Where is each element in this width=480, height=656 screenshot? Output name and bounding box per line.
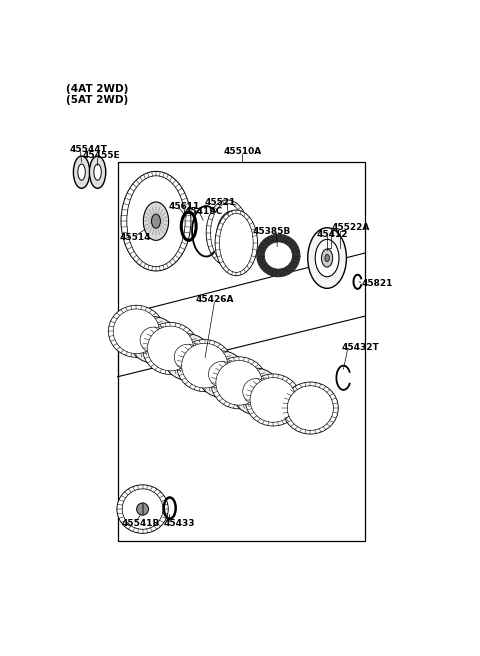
Ellipse shape	[282, 382, 338, 434]
Ellipse shape	[121, 171, 191, 271]
Ellipse shape	[129, 317, 178, 363]
Text: 45541B: 45541B	[121, 519, 160, 527]
Ellipse shape	[315, 239, 339, 277]
Ellipse shape	[216, 211, 248, 264]
Ellipse shape	[322, 249, 333, 267]
Bar	[118, 162, 365, 541]
Ellipse shape	[223, 223, 240, 253]
Ellipse shape	[308, 228, 347, 289]
Ellipse shape	[250, 378, 296, 422]
Ellipse shape	[257, 234, 300, 277]
Ellipse shape	[137, 503, 148, 515]
Ellipse shape	[211, 357, 267, 409]
Ellipse shape	[108, 305, 164, 358]
Ellipse shape	[113, 309, 159, 354]
Ellipse shape	[232, 368, 280, 415]
Ellipse shape	[73, 156, 90, 188]
Text: 45821: 45821	[361, 279, 393, 288]
Ellipse shape	[243, 379, 269, 404]
Text: (4AT 2WD): (4AT 2WD)	[66, 84, 128, 94]
Text: 45432T: 45432T	[341, 343, 379, 352]
Ellipse shape	[215, 210, 258, 276]
Text: 45455E: 45455E	[83, 151, 120, 160]
Ellipse shape	[288, 386, 334, 430]
Text: 45433: 45433	[163, 519, 195, 527]
Text: 45522A: 45522A	[332, 223, 370, 232]
Text: 45544T: 45544T	[69, 145, 107, 154]
Ellipse shape	[89, 156, 106, 188]
Ellipse shape	[177, 340, 233, 392]
Ellipse shape	[152, 214, 160, 228]
Ellipse shape	[147, 326, 193, 371]
Ellipse shape	[216, 361, 262, 405]
Ellipse shape	[245, 374, 301, 426]
Ellipse shape	[144, 202, 168, 240]
Ellipse shape	[208, 361, 235, 387]
Text: 45426A: 45426A	[195, 295, 234, 304]
Ellipse shape	[78, 164, 85, 180]
Ellipse shape	[264, 242, 292, 269]
Ellipse shape	[117, 485, 168, 533]
Ellipse shape	[198, 351, 246, 398]
Ellipse shape	[140, 327, 167, 353]
Text: (5AT 2WD): (5AT 2WD)	[66, 95, 128, 105]
Text: 45412: 45412	[317, 230, 348, 239]
Ellipse shape	[325, 255, 329, 262]
Ellipse shape	[219, 213, 253, 272]
Ellipse shape	[181, 343, 228, 388]
Text: 45385B: 45385B	[252, 227, 290, 236]
Text: 45611: 45611	[168, 201, 200, 211]
Ellipse shape	[211, 203, 244, 262]
Ellipse shape	[174, 344, 201, 370]
Text: 45419C: 45419C	[185, 207, 223, 216]
Text: 45521: 45521	[204, 199, 236, 207]
Ellipse shape	[122, 489, 163, 529]
Text: 45510A: 45510A	[223, 148, 262, 157]
Ellipse shape	[143, 323, 198, 375]
Ellipse shape	[127, 176, 185, 266]
Ellipse shape	[94, 164, 101, 180]
Text: 45514: 45514	[120, 233, 151, 242]
Ellipse shape	[206, 200, 249, 266]
Ellipse shape	[163, 334, 212, 380]
